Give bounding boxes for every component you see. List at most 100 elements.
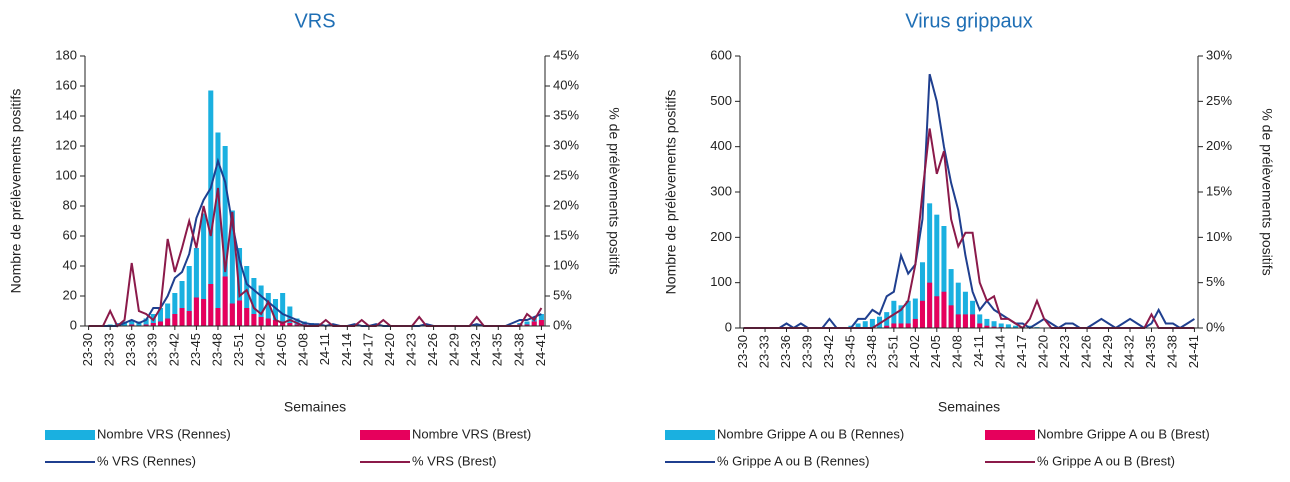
y-tick-label: 500: [710, 93, 732, 108]
bar: [1013, 325, 1019, 328]
x-tick-label: 24-26: [1079, 335, 1094, 368]
x-tick-label: 24-08: [296, 333, 311, 366]
x-tick-label: 24-20: [382, 333, 397, 366]
y-tick-label: 20: [63, 287, 77, 302]
y2-tick-label: 15%: [1206, 183, 1232, 198]
y-tick-label: 140: [55, 107, 77, 122]
bar: [934, 214, 940, 328]
bar: [991, 321, 997, 328]
bar: [265, 318, 271, 326]
legend-label: % Grippe A ou B (Rennes): [717, 453, 869, 468]
chart-title: Virus grippaux: [905, 10, 1032, 32]
bar: [215, 308, 221, 326]
y-tick-label: 600: [710, 47, 732, 62]
x-tick-label: 23-33: [756, 335, 771, 368]
bar: [962, 314, 968, 328]
legend-swatch: [665, 430, 715, 440]
x-axis-title: Semaines: [938, 399, 1000, 415]
x-tick-label: 24-32: [468, 333, 483, 366]
x-tick-label: 24-29: [1100, 335, 1115, 368]
x-tick-label: 24-41: [533, 333, 548, 366]
legend-swatch: [360, 430, 410, 440]
bar: [862, 321, 868, 328]
bar: [955, 282, 961, 328]
y2-tick-label: 15%: [553, 227, 579, 242]
x-tick-label: 23-42: [821, 335, 836, 368]
y2-axis-title: % de prélèvements positifs: [1259, 108, 1275, 275]
bar: [905, 323, 911, 328]
y-tick-label: 100: [710, 274, 732, 289]
legend-label: Nombre Grippe A ou B (Brest): [1037, 426, 1210, 441]
bar: [538, 320, 544, 326]
y-tick-label: 160: [55, 77, 77, 92]
x-tick-label: 23-36: [778, 335, 793, 368]
bar: [898, 323, 904, 328]
bar: [294, 324, 300, 326]
line: [743, 128, 1195, 330]
legend-swatch: [985, 430, 1035, 440]
y2-tick-label: 45%: [553, 47, 579, 62]
bar: [143, 318, 149, 326]
bar: [229, 210, 235, 326]
bar: [215, 132, 221, 326]
bar: [186, 311, 192, 326]
bar: [927, 203, 933, 328]
bar: [129, 320, 135, 326]
bar: [919, 262, 925, 328]
y2-tick-label: 0%: [553, 317, 572, 332]
bar: [948, 269, 954, 328]
bar: [172, 314, 178, 326]
x-tick-label: 23-30: [80, 333, 95, 366]
y-tick-label: 300: [710, 183, 732, 198]
bar: [172, 293, 178, 326]
x-tick-label: 24-35: [1143, 335, 1158, 368]
y-tick-label: 0: [725, 319, 732, 334]
legend-label: % VRS (Rennes): [97, 453, 196, 468]
x-tick-label: 24-02: [253, 333, 268, 366]
x-tick-label: 24-02: [907, 335, 922, 368]
bar: [157, 308, 163, 326]
x-tick-label: 24-08: [950, 335, 965, 368]
bar: [251, 314, 257, 326]
x-tick-label: 23-39: [799, 335, 814, 368]
bar: [272, 320, 278, 326]
x-tick-label: 23-45: [188, 333, 203, 366]
x-tick-label: 23-48: [209, 333, 224, 366]
x-tick-label: 24-14: [993, 335, 1008, 368]
bar: [984, 325, 990, 328]
bar: [970, 314, 976, 328]
x-tick-label: 24-23: [403, 333, 418, 366]
x-tick-label: 23-45: [842, 335, 857, 368]
y-tick-label: 40: [63, 257, 77, 272]
y-tick-label: 400: [710, 138, 732, 153]
bar: [258, 285, 264, 326]
bar: [1005, 324, 1011, 328]
legend-label: Nombre VRS (Brest): [412, 426, 531, 441]
bar: [977, 314, 983, 328]
legend-label: Nombre VRS (Rennes): [97, 426, 231, 441]
x-tick-label: 24-05: [928, 335, 943, 368]
y2-tick-label: 10%: [1206, 229, 1232, 244]
x-tick-label: 24-38: [1164, 335, 1179, 368]
bar: [229, 303, 235, 326]
x-tick-label: 23-48: [864, 335, 879, 368]
bar: [898, 305, 904, 328]
x-tick-label: 24-41: [1186, 335, 1201, 368]
y-tick-label: 200: [710, 229, 732, 244]
y2-tick-label: 10%: [553, 257, 579, 272]
bar: [884, 325, 890, 328]
bar: [179, 308, 185, 326]
bar: [991, 326, 997, 328]
x-tick-label: 24-11: [317, 333, 332, 365]
bar: [179, 281, 185, 326]
y2-tick-label: 35%: [553, 107, 579, 122]
x-tick-label: 23-33: [102, 333, 117, 366]
bar: [524, 324, 530, 326]
bar: [201, 299, 207, 326]
x-tick-label: 24-20: [1036, 335, 1051, 368]
bar: [208, 284, 214, 326]
y-tick-label: 180: [55, 47, 77, 62]
bar: [165, 318, 171, 326]
bar: [912, 298, 918, 328]
